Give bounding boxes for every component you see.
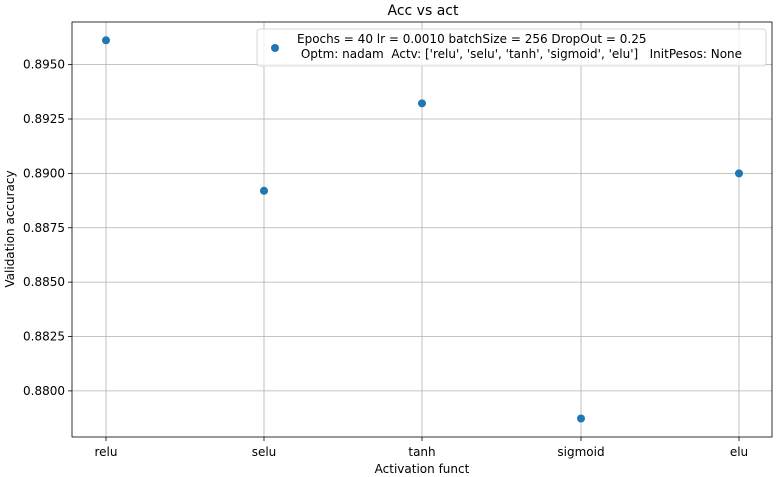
y-tick-label: 0.8950: [23, 58, 65, 72]
x-tick-label: elu: [730, 445, 748, 459]
legend: Epochs = 40 lr = 0.0010 batchSize = 256 …: [256, 28, 767, 67]
y-tick-label: 0.8900: [23, 166, 65, 180]
data-point-selu: [260, 186, 268, 195]
legend-box: [256, 28, 767, 67]
x-tick-label: sigmoid: [557, 445, 604, 459]
data-points: [102, 36, 743, 423]
x-axis-label: Activation funct: [375, 462, 470, 476]
axis-ticks: relu selu tanh sigmoid elu 0.8800 0.8825 0.8850…: [23, 58, 748, 459]
grid: [72, 22, 772, 437]
chart-title: Acc vs act: [388, 3, 459, 19]
x-tick-label: tanh: [408, 445, 435, 459]
legend-label-line-2: Optm: nadam Actv: ['relu', 'selu', 'tanh…: [297, 47, 742, 61]
y-tick-label: 0.8850: [23, 275, 65, 289]
y-tick-label: 0.8825: [23, 330, 65, 344]
legend-label-line-1: Epochs = 40 lr = 0.0010 batchSize = 256 …: [297, 32, 646, 46]
data-point-sigmoid: [577, 414, 585, 423]
y-tick-label: 0.8875: [23, 221, 65, 235]
x-tick-label: selu: [252, 445, 277, 459]
legend-marker: [271, 44, 279, 52]
y-axis-label: Validation accuracy: [3, 170, 17, 287]
data-point-elu: [735, 169, 743, 178]
y-tick-label: 0.8800: [23, 384, 65, 398]
y-tick-label: 0.8925: [23, 112, 65, 126]
data-point-tanh: [418, 99, 426, 108]
x-tick-label: relu: [95, 445, 118, 459]
data-point-relu: [102, 36, 110, 45]
